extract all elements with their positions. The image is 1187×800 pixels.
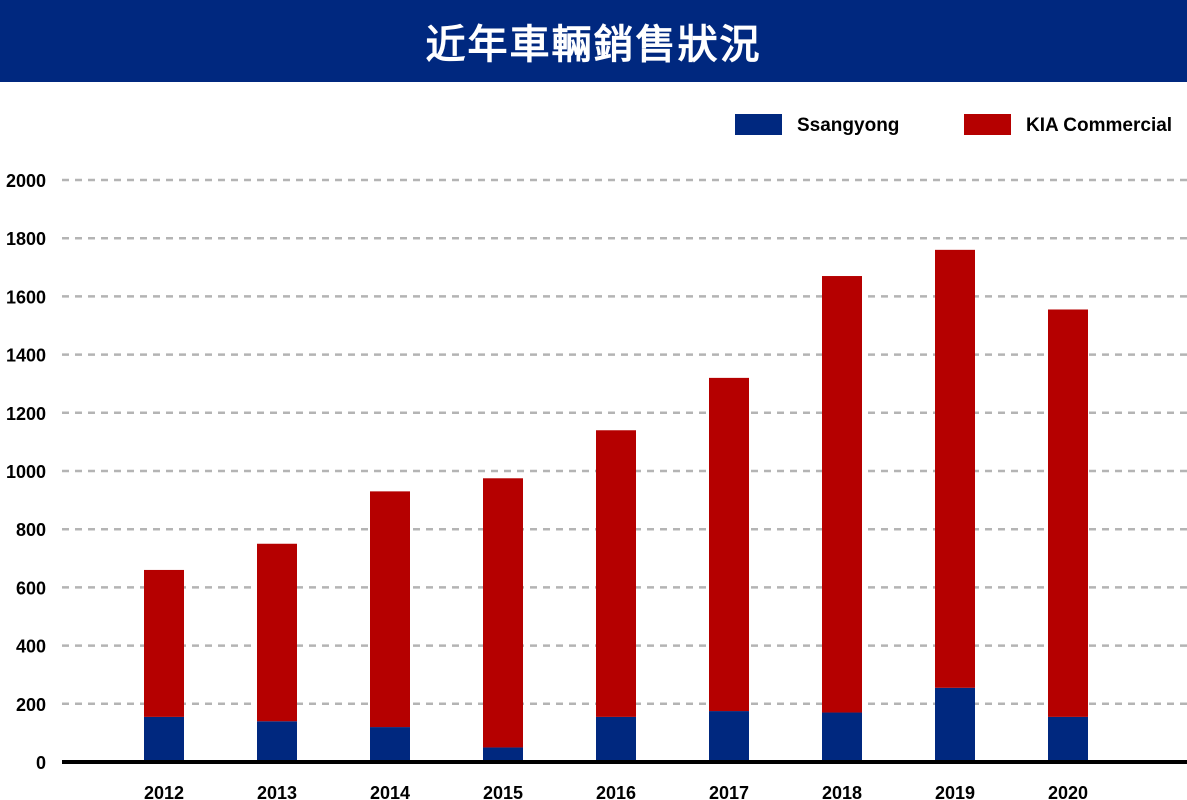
y-tick-label: 2000 bbox=[6, 171, 46, 191]
bar-ssangyong-2014 bbox=[370, 727, 410, 762]
y-tick-label: 1600 bbox=[6, 287, 46, 307]
legend-label-kia-commercial: KIA Commercial bbox=[1026, 115, 1172, 136]
x-tick-label: 2012 bbox=[144, 783, 184, 800]
bar-ssangyong-2013 bbox=[257, 721, 297, 762]
y-tick-label: 800 bbox=[16, 520, 46, 540]
y-tick-label: 600 bbox=[16, 578, 46, 598]
y-tick-label: 1000 bbox=[6, 462, 46, 482]
x-tick-label: 2020 bbox=[1048, 783, 1088, 800]
legend-label-ssangyong: Ssangyong bbox=[797, 115, 899, 136]
y-tick-label: 400 bbox=[16, 637, 46, 657]
bar-kia-commercial-2018 bbox=[822, 276, 862, 713]
y-tick-label: 1200 bbox=[6, 404, 46, 424]
legend: Ssangyong KIA Commercial bbox=[735, 114, 1172, 136]
x-axis-ticks: 2012 2013 2014 2015 2016 2017 2018 2019 2020 bbox=[144, 783, 1088, 800]
bar-kia-commercial-2016 bbox=[596, 430, 636, 717]
bar-ssangyong-2017 bbox=[709, 711, 749, 762]
bar-kia-commercial-2017 bbox=[709, 377, 749, 712]
bar-kia-commercial-2020 bbox=[1048, 309, 1088, 717]
bar-ssangyong-2020 bbox=[1048, 716, 1088, 762]
bar-ssangyong-2015 bbox=[483, 747, 523, 762]
title-banner: 近年車輛銷售狀況 bbox=[0, 0, 1187, 82]
bar-ssangyong-2012 bbox=[144, 716, 184, 762]
x-tick-label: 2017 bbox=[709, 783, 749, 800]
y-tick-label: 1800 bbox=[6, 229, 46, 249]
x-tick-label: 2013 bbox=[257, 783, 297, 800]
bar-kia-commercial-2015 bbox=[483, 478, 523, 748]
bar-kia-commercial-2013 bbox=[257, 543, 297, 722]
bar-ssangyong-2019 bbox=[935, 687, 975, 762]
y-tick-label: 0 bbox=[36, 753, 46, 773]
legend-swatch-ssangyong bbox=[735, 114, 782, 135]
bar-ssangyong-2018 bbox=[822, 712, 862, 762]
bar-kia-commercial-2014 bbox=[370, 491, 410, 728]
bar-kia-commercial-2019 bbox=[935, 249, 975, 688]
x-tick-label: 2016 bbox=[596, 783, 636, 800]
y-tick-label: 200 bbox=[16, 695, 46, 715]
x-tick-label: 2019 bbox=[935, 783, 975, 800]
y-axis-ticks: 0 200 400 600 800 1000 1200 1400 1600 1800 2000 bbox=[6, 171, 46, 773]
y-tick-label: 1400 bbox=[6, 346, 46, 366]
x-tick-label: 2015 bbox=[483, 783, 523, 800]
x-tick-label: 2018 bbox=[822, 783, 862, 800]
x-tick-label: 2014 bbox=[370, 783, 410, 800]
bar-kia-commercial-2012 bbox=[144, 569, 184, 717]
legend-swatch-kia-commercial bbox=[964, 114, 1011, 135]
bars bbox=[144, 249, 1088, 762]
chart-title: 近年車輛銷售狀況 bbox=[425, 22, 762, 68]
bar-ssangyong-2016 bbox=[596, 716, 636, 762]
